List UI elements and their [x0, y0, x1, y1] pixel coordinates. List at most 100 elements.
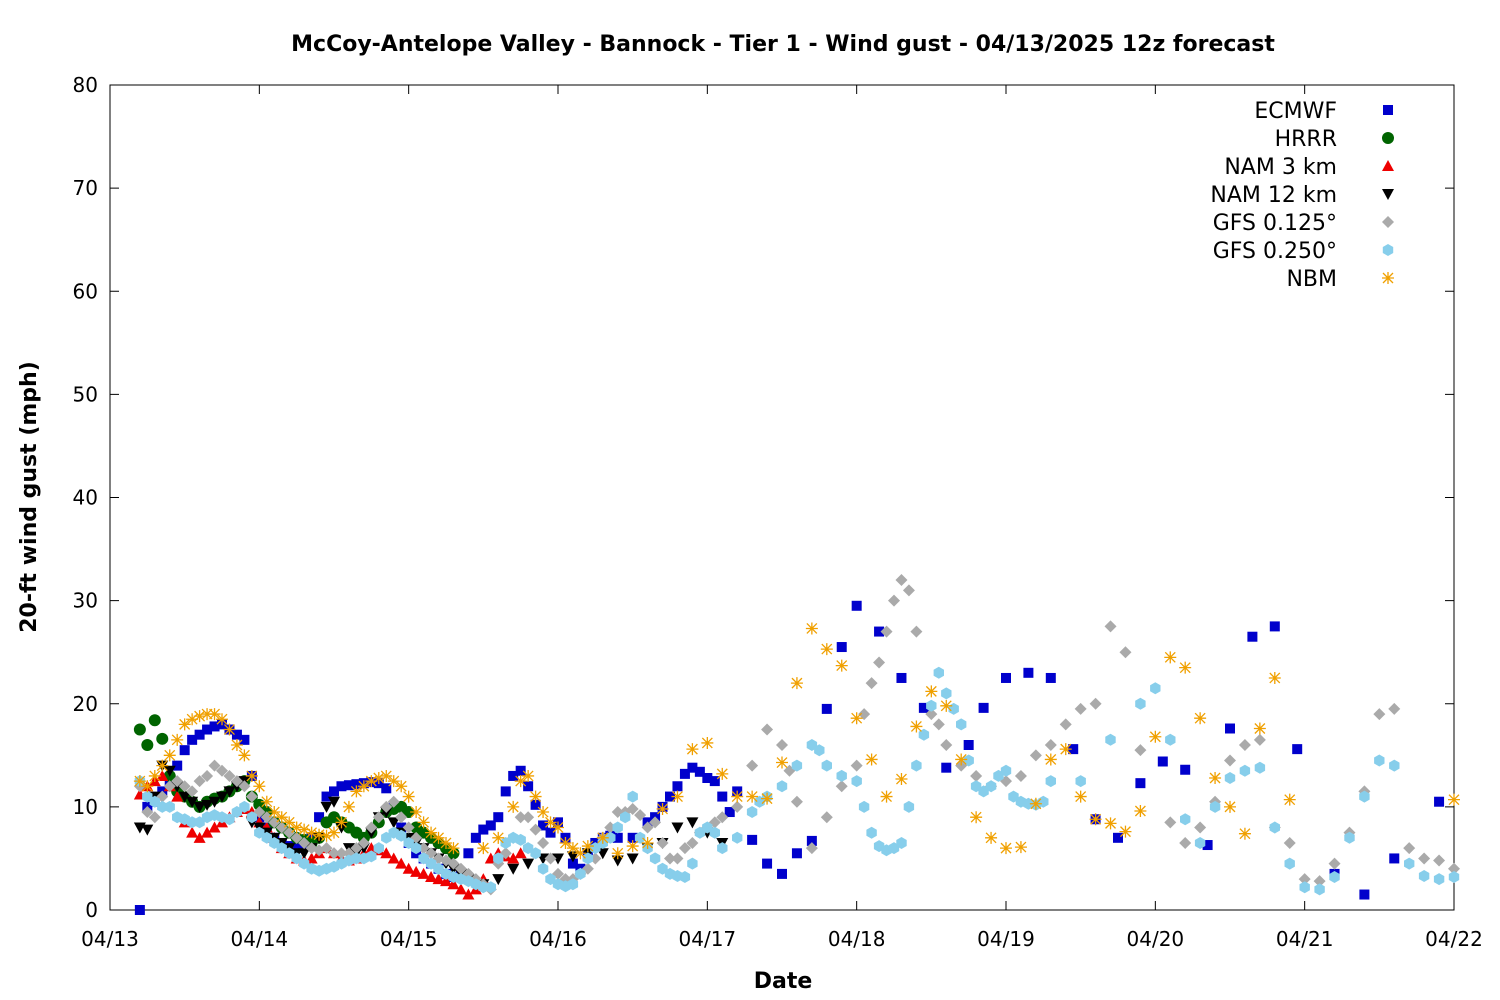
- data-point: [1180, 813, 1191, 826]
- data-point: [246, 811, 258, 824]
- x-tick-label: 04/13: [81, 927, 139, 951]
- data-point: [275, 811, 288, 824]
- data-point: [186, 713, 199, 726]
- y-tick-label: 80: [73, 73, 98, 97]
- data-point: [238, 749, 251, 762]
- data-point: [626, 802, 639, 815]
- data-point: [492, 874, 505, 886]
- data-point: [231, 729, 242, 740]
- data-point: [702, 773, 713, 783]
- data-point: [649, 852, 661, 865]
- data-point: [454, 862, 467, 875]
- data-point: [985, 831, 998, 844]
- data-point: [387, 775, 400, 788]
- data-point: [171, 775, 184, 788]
- data-point: [717, 791, 728, 802]
- data-point: [932, 718, 945, 731]
- legend-marker: [1382, 189, 1394, 200]
- data-point: [1134, 744, 1147, 757]
- data-point: [396, 829, 407, 842]
- data-point: [925, 708, 938, 721]
- data-point: [260, 811, 273, 824]
- data-point: [432, 831, 445, 844]
- data-point: [724, 807, 735, 818]
- data-point: [940, 739, 953, 751]
- data-point: [836, 769, 847, 782]
- data-point: [1150, 682, 1161, 695]
- data-point: [777, 868, 787, 879]
- data-point: [1074, 790, 1087, 803]
- data-point: [396, 822, 407, 833]
- data-point: [836, 642, 847, 653]
- data-point: [805, 842, 818, 855]
- data-point: [858, 708, 871, 721]
- data-point: [866, 826, 877, 839]
- data-point: [1119, 646, 1132, 659]
- data-point: [133, 775, 146, 788]
- data-point: [201, 799, 214, 811]
- data-point: [537, 806, 550, 819]
- data-point: [1298, 873, 1311, 886]
- x-tick-label: 04/22: [1425, 927, 1483, 951]
- data-point: [372, 772, 385, 784]
- data-point: [440, 875, 452, 887]
- data-point: [186, 796, 199, 808]
- legend-label: HRRR: [1275, 127, 1337, 152]
- data-point: [746, 790, 759, 803]
- data-point: [821, 759, 832, 772]
- data-point: [313, 828, 326, 841]
- data-point: [1089, 697, 1102, 710]
- data-point: [605, 831, 616, 844]
- data-point: [865, 753, 878, 766]
- data-point: [148, 714, 161, 727]
- data-point: [850, 712, 863, 725]
- data-point: [612, 821, 623, 834]
- data-point: [1359, 889, 1370, 900]
- data-point: [880, 790, 893, 803]
- data-point: [1113, 832, 1123, 843]
- data-point: [559, 836, 572, 849]
- data-point: [194, 729, 205, 740]
- data-point: [776, 756, 788, 769]
- data-point: [641, 836, 654, 849]
- x-axis-label: Date: [754, 969, 813, 994]
- data-point: [223, 769, 236, 782]
- data-point: [336, 781, 347, 792]
- data-point: [805, 622, 818, 635]
- data-point: [1239, 764, 1251, 777]
- data-point: [903, 800, 915, 813]
- data-point: [201, 708, 214, 721]
- data-point: [148, 769, 161, 782]
- data-point: [507, 852, 520, 864]
- data-point: [581, 840, 594, 853]
- data-point: [239, 734, 250, 745]
- data-point: [417, 867, 430, 879]
- data-point: [1283, 836, 1296, 849]
- data-point: [402, 862, 415, 874]
- data-point: [918, 728, 930, 741]
- data-point: [634, 809, 647, 822]
- data-point: [410, 842, 422, 855]
- x-tick-label: 04/18: [828, 927, 886, 951]
- data-point: [351, 779, 362, 790]
- data-point: [1314, 883, 1325, 896]
- x-tick-label: 04/19: [977, 927, 1035, 951]
- data-point: [290, 821, 303, 834]
- data-point: [575, 867, 586, 880]
- legend-label: GFS 0.250°: [1213, 239, 1337, 264]
- data-point: [275, 821, 288, 834]
- legend-marker: [1382, 160, 1394, 171]
- data-point: [291, 843, 302, 854]
- data-point: [1164, 816, 1177, 829]
- data-point: [732, 831, 743, 844]
- data-point: [186, 785, 199, 798]
- data-point: [1269, 621, 1280, 632]
- data-point: [238, 780, 251, 793]
- data-point: [141, 824, 154, 836]
- data-point: [1373, 708, 1386, 721]
- data-point: [1224, 772, 1236, 784]
- data-point: [350, 785, 363, 798]
- data-point: [477, 842, 490, 855]
- data-point: [1224, 800, 1236, 813]
- data-point: [387, 795, 400, 808]
